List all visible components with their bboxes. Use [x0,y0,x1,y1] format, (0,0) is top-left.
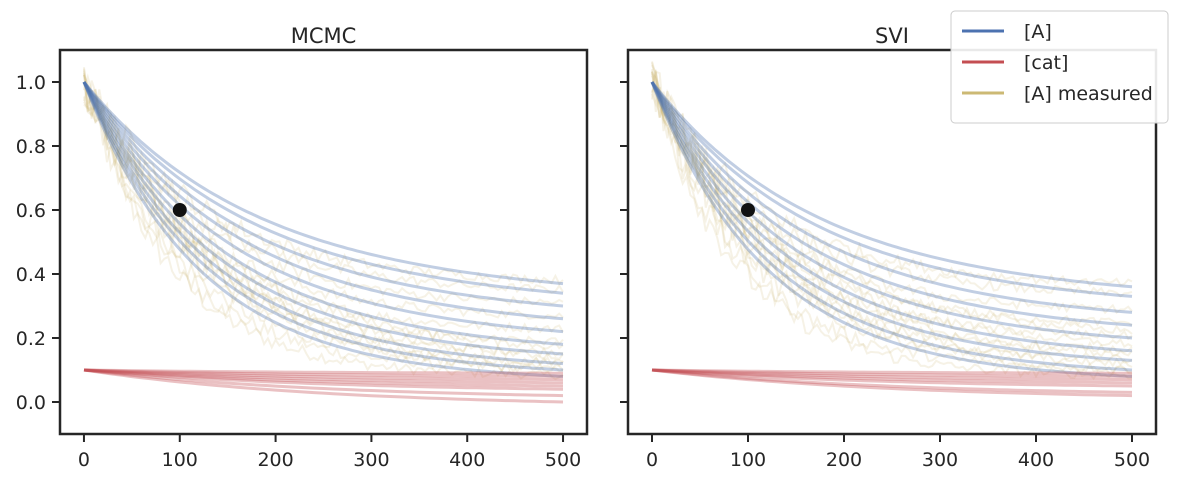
series-cat-line [651,368,1133,394]
legend: [A] [cat] [A] measured [950,10,1169,124]
series-cat-line [651,368,1133,385]
x-tick-label: 0 [646,449,658,471]
legend-label-a-measured: [A] measured [1024,83,1153,105]
measured-trace [651,69,1133,349]
series-cat-line [83,368,564,382]
series-a-line [82,81,564,308]
y-tick-label: 0.6 [16,200,46,222]
chart-title-svi: SVI [875,24,909,48]
series-a-line [650,81,1133,327]
measured-trace [83,67,564,350]
y-tick-label: 0.2 [16,328,46,350]
measured-trace [83,101,564,358]
series-cat-line [83,368,564,404]
series-a-line [650,81,1133,353]
x-tick-label: 100 [730,449,766,471]
y-tick-label: 0.0 [16,392,46,414]
panel-svi: SVI 0 100 200 300 400 500 [620,24,1158,471]
series-cat-line [651,368,1133,382]
axes-frame [626,48,1158,436]
series-cat-line [83,368,563,375]
series-cat-line [83,368,564,388]
series-a-line [82,81,564,356]
series-a-line [82,81,564,334]
series-cat-line [651,368,1133,388]
series-cat-line [83,368,564,385]
y-tick-label: 0.4 [16,264,46,286]
series-cat-line [83,368,563,378]
measured-trace [651,73,1133,298]
series-a-line [650,81,1133,298]
x-tick-label: 100 [162,449,198,471]
measured-trace [83,80,564,374]
series-a-line [82,81,564,346]
measured-trace [651,71,1132,373]
panel-mcmc: MCMC 0 100 200 300 400 500 0.0 0.2 0.4 0.6 0.8 1.0 [16,24,589,471]
series-cat-line [651,368,1132,375]
plot-area [82,67,564,404]
measured-trace [651,69,1133,341]
series-a-line [650,81,1133,372]
measured-trace [83,72,564,367]
measured-trace [83,74,564,307]
measured-trace [651,82,1133,381]
y-tick-label: 1.0 [16,72,46,94]
measured-trace [651,71,1133,335]
series-cat-line [651,368,1132,378]
measured-trace [83,74,564,381]
x-tick-label: 400 [1018,449,1054,471]
measured-trace [83,74,564,374]
series-cat-line [83,368,564,398]
chart-title-mcmc: MCMC [291,24,357,48]
series-a-line [650,81,1133,289]
legend-frame [950,10,1169,124]
plot-area [650,61,1133,398]
measured-trace [651,86,1133,364]
measured-trace [651,75,1133,327]
series-a-line [82,81,564,286]
x-tick-label: 300 [922,449,958,471]
series-a-line [82,81,564,321]
series-a-line [650,81,1133,340]
x-tick-label: 500 [545,449,581,471]
measured-trace [83,68,564,294]
series-a-line [82,81,564,372]
x-tick-label: 0 [78,449,90,471]
series-a-line [650,81,1133,314]
series-a-line [82,81,564,366]
axes-frame [58,48,589,436]
measured-trace [651,71,1133,354]
x-tick-label: 300 [353,449,389,471]
data-point-marker [741,203,755,217]
measured-trace [83,82,564,320]
measured-trace [83,84,564,361]
x-tick-label: 400 [449,449,485,471]
data-point-marker [172,203,187,217]
measured-trace [651,70,1133,288]
y-tick-label: 0.8 [16,136,46,158]
legend-label-a: [A] [1024,21,1052,43]
measured-trace [83,89,564,346]
measured-trace [83,70,564,334]
series-a-line [650,81,1133,378]
series-cat-line [651,368,1133,398]
measured-trace [651,61,1133,368]
x-tick-label: 200 [257,449,293,471]
series-a-line [82,81,564,378]
series-a-line [650,81,1133,362]
x-tick-label: 200 [826,449,862,471]
x-tick-label: 500 [1114,449,1150,471]
series-cat-line [83,368,564,391]
measured-trace [651,64,1133,376]
legend-label-cat: [cat] [1024,52,1068,74]
series-a-line [82,81,564,295]
measured-trace [651,62,1133,315]
measured-trace [651,71,1133,358]
measured-trace [83,73,564,368]
measured-trace [83,86,564,286]
